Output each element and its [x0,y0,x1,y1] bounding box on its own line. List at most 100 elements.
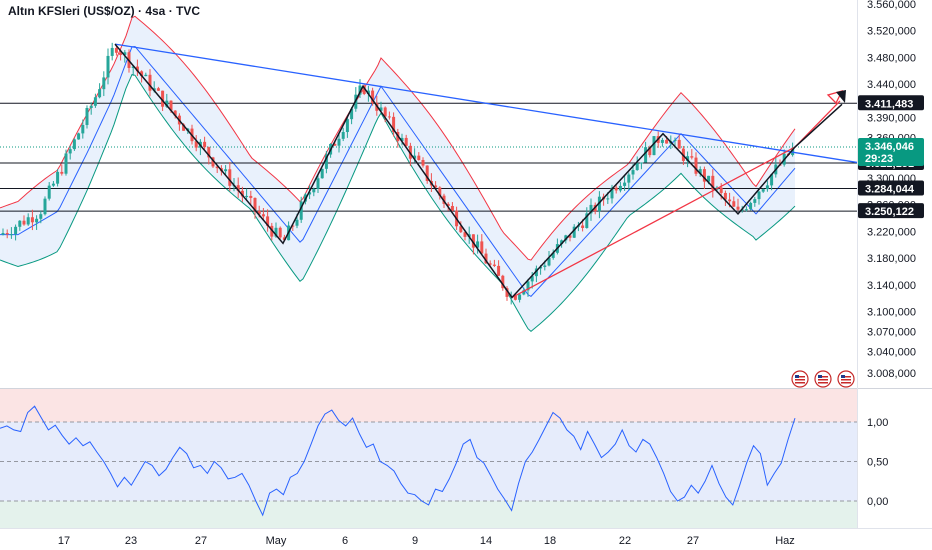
candle-body [690,156,694,158]
candle-body [606,198,610,200]
candle-body [547,257,551,266]
time-tick-label: 9 [412,535,418,547]
candle-body [770,174,774,186]
candle-body [627,174,631,183]
candle-body [518,294,522,300]
candle-body [119,52,123,55]
price-tick-label: 3.390,000 [867,113,916,125]
event-flag-icon [814,370,832,388]
candle-body [345,119,349,133]
candle-body [644,147,648,163]
level-price-label: 3.250,122 [865,206,914,218]
candle-body [39,214,43,219]
candle-body [660,139,664,143]
candle-body [387,116,391,118]
price-tick-label: 3.100,000 [867,307,916,319]
candle-body [308,192,312,195]
candle-body [572,226,576,238]
candle-body [333,143,337,146]
osc-tick-label: 1,00 [867,417,888,429]
price-tick-label: 3.480,000 [867,52,916,64]
candle-body [207,147,211,158]
candle-body [85,108,89,125]
candle-body [400,137,404,142]
candle-body [459,226,463,233]
candle-body [421,159,425,166]
flag-stripe [795,379,805,381]
candle-body [652,136,656,156]
candle-body [413,155,417,159]
candle-body [505,288,509,297]
candle-body [72,139,76,150]
candle-body [324,154,328,169]
candle-body [728,199,732,202]
candle-body [135,66,139,72]
candle-body [140,71,144,77]
candle-body [240,190,244,197]
candle-body [639,162,643,164]
candle-body [417,155,421,160]
candle-body [56,171,60,184]
candle-body [182,124,186,131]
candle-body [362,85,366,95]
level-price-label: 3.284,044 [865,183,915,195]
candle-body [635,163,639,171]
candle-body [736,206,740,210]
time-tick-label: 27 [687,535,699,547]
candle-body [266,216,270,226]
candle-body [299,201,303,220]
flag-stripe [818,382,828,384]
level-price-badge [858,203,924,219]
countdown-label: 29:23 [865,153,893,165]
time-tick-label: 6 [342,535,348,547]
candle-body [463,232,467,237]
candle-body [89,105,93,109]
candle-body [30,217,34,223]
candle-body [350,108,354,120]
candle-body [14,226,18,235]
candle-body [513,295,517,300]
candle-body [560,240,564,245]
zigzag-pattern [114,43,843,299]
osc-tick-label: 0,50 [867,457,888,469]
candle-body [224,169,228,172]
candle-body [51,183,55,186]
time-tick-label: May [266,535,287,547]
price-tick-label: 3.560,000 [867,0,916,11]
candle-body [102,77,106,90]
candle-body [765,185,769,190]
candle-body [551,252,555,258]
time-tick-label: Haz [775,535,795,547]
candle-body [497,265,501,276]
candle-body [673,139,677,142]
candle-body [312,188,316,193]
candle-body [597,196,601,212]
candle-body [438,187,442,196]
candle-body [270,225,274,237]
candle-body [253,197,257,211]
candle-body [589,204,593,214]
candle-body [245,195,249,197]
candle-body [371,90,375,104]
candle-body [534,268,538,277]
candle-body [698,169,702,174]
flag-stripe [841,376,851,378]
flag-stripe [795,382,805,384]
time-tick-label: 18 [544,535,556,547]
candle-body [761,189,765,192]
candle-body [686,156,690,161]
candle-body [249,195,253,198]
candle-body [476,241,480,248]
candle-body [665,139,669,144]
price-tick-label: 3.180,000 [867,253,916,265]
candle-body [316,178,320,189]
flag-stripe [818,379,828,381]
candle-body [47,185,51,199]
time-tick-label: 17 [58,535,70,547]
candle-body [791,147,795,156]
flag-stripe [841,382,851,384]
candle-body [446,203,450,206]
candle-body [383,107,387,117]
candle-body [522,290,526,295]
